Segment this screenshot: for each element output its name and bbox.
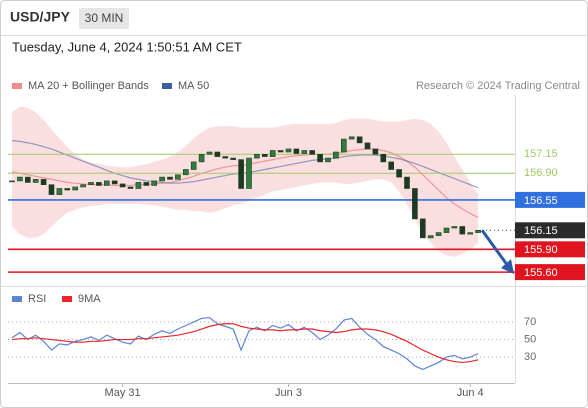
candle: [32, 179, 39, 183]
forecast-arrow: [480, 229, 510, 267]
level-label: 157.15: [524, 148, 558, 160]
candle: [246, 157, 252, 189]
level-label: 155.60: [524, 267, 558, 279]
y-tick-label: 30: [524, 351, 536, 363]
candle: [48, 184, 55, 195]
candle: [325, 157, 331, 163]
candle: [467, 232, 474, 235]
candle: [222, 156, 229, 159]
candle: [293, 148, 300, 154]
legend-swatch: [12, 296, 22, 302]
legend-label: 9MA: [78, 293, 101, 305]
candle: [419, 218, 426, 239]
level-label: 156.55: [524, 195, 558, 207]
level-label: 155.90: [524, 244, 558, 256]
candle: [111, 180, 118, 185]
credit: Research © 2024 Trading Central: [416, 80, 580, 92]
candle: [127, 186, 134, 189]
level-label: 156.90: [524, 167, 558, 179]
candle: [167, 176, 173, 180]
legend-label: MA 50: [178, 80, 209, 92]
candle: [356, 136, 363, 144]
candle: [372, 148, 379, 155]
x-tick-label: May 31: [105, 387, 141, 399]
candle: [214, 151, 221, 157]
candle: [301, 150, 308, 154]
level-badge: [515, 264, 585, 281]
legend-swatch: [162, 83, 172, 89]
candle: [277, 150, 284, 153]
candle: [333, 151, 339, 159]
candle: [340, 138, 347, 153]
level-badge: [515, 191, 585, 208]
candle: [9, 180, 15, 183]
candle: [17, 176, 23, 182]
timestamp: Tuesday, June 4, 2024 1:50:51 AM CET: [12, 39, 242, 54]
candle: [64, 188, 71, 191]
candle: [135, 182, 142, 189]
candle: [396, 169, 402, 178]
candle: [183, 169, 189, 176]
candle: [175, 174, 181, 180]
candle: [56, 188, 63, 195]
level-label: 156.15: [524, 225, 558, 237]
rsi-line: [11, 316, 479, 371]
candle: [269, 150, 276, 157]
rsi-line: [11, 323, 479, 364]
candle: [380, 153, 387, 163]
level-badge: [515, 241, 585, 258]
candle: [159, 176, 165, 182]
interval: 30 MIN: [85, 11, 124, 25]
candle: [388, 161, 395, 170]
candle: [435, 232, 442, 236]
candle: [404, 176, 410, 189]
candle: [412, 188, 418, 220]
candle: [427, 235, 434, 239]
candle: [119, 183, 126, 188]
candle: [151, 180, 157, 186]
forecast-arrowhead: [501, 259, 514, 274]
candle: [230, 157, 236, 160]
candle: [40, 179, 47, 185]
candle: [96, 182, 102, 186]
candle: [261, 153, 268, 157]
candle: [24, 176, 31, 183]
candle: [190, 161, 197, 170]
candle: [88, 182, 94, 185]
x-tick-label: Jun 4: [457, 387, 484, 399]
candle: [451, 226, 458, 229]
y-tick-label: 50: [524, 333, 536, 345]
level-badge: [515, 222, 585, 239]
candle: [80, 184, 86, 188]
legend-label: RSI: [28, 293, 46, 305]
symbol: USD/JPY: [10, 9, 71, 25]
legend-swatch: [12, 83, 22, 89]
candle: [364, 142, 371, 150]
candle: [198, 153, 205, 163]
legend-label: MA 20 + Bollinger Bands: [28, 80, 149, 92]
candle: [459, 226, 466, 235]
candle: [309, 150, 316, 155]
x-tick-label: Jun 3: [275, 387, 302, 399]
candle: [348, 136, 355, 140]
candle: [285, 148, 292, 153]
candle: [72, 186, 78, 191]
candle: [206, 151, 213, 155]
candle: [443, 227, 450, 233]
candle: [104, 180, 110, 186]
y-tick-label: 70: [524, 316, 536, 328]
candle: [143, 182, 150, 186]
interval-badge: [79, 8, 129, 29]
candle: [254, 153, 260, 159]
legend-swatch: [62, 296, 72, 302]
candle: [238, 159, 244, 189]
candle: [475, 230, 481, 233]
bollinger-band: [12, 106, 479, 257]
candle: [317, 153, 323, 163]
